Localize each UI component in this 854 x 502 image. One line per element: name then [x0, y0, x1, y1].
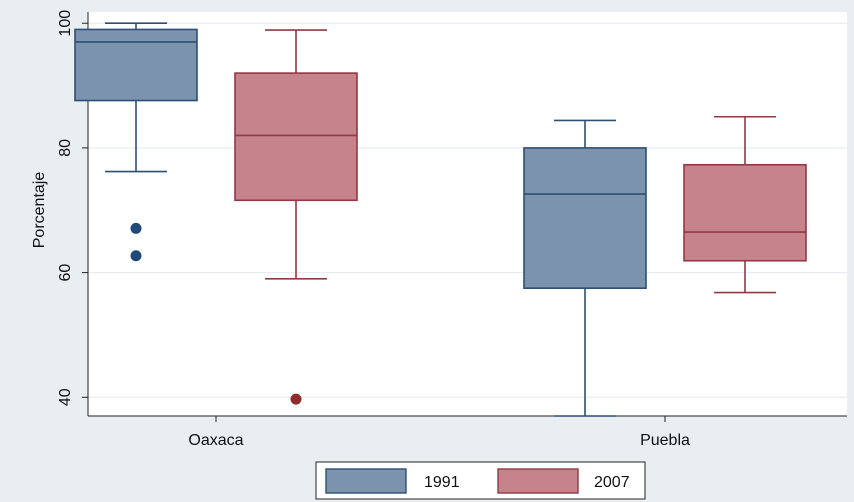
legend-label-2007: 2007 [594, 474, 630, 491]
y-tick-label: 60 [57, 264, 74, 282]
outlier-point [130, 250, 142, 262]
box-2007-puebla [683, 115, 807, 294]
y-tick-label: 100 [57, 10, 74, 37]
x-axis-ticks: Oaxaca Puebla [188, 416, 690, 449]
x-tick-label: Puebla [640, 432, 690, 449]
y-tick-label: 40 [57, 388, 74, 406]
legend-swatch-2007 [497, 468, 579, 494]
iqr-box [74, 28, 198, 102]
iqr-box [683, 163, 807, 262]
y-axis-label: Porcentaje [31, 172, 48, 249]
x-tick-label: Oaxaca [188, 432, 243, 449]
legend-label-1991: 1991 [424, 474, 460, 491]
legend-swatch-1991 [325, 468, 407, 494]
box-1991-oaxaca [74, 22, 198, 262]
iqr-box [234, 72, 358, 202]
outlier-point [130, 222, 142, 234]
box-series [74, 22, 807, 417]
y-axis-ticks: 40 60 80 100 [57, 10, 88, 406]
y-tick-label: 80 [57, 139, 74, 157]
outlier-point [290, 393, 302, 405]
box-2007-oaxaca [234, 29, 358, 405]
iqr-box [523, 147, 647, 289]
grid-lines [88, 22, 847, 398]
box-1991-puebla [523, 119, 647, 417]
legend: 1991 2007 [315, 461, 646, 500]
